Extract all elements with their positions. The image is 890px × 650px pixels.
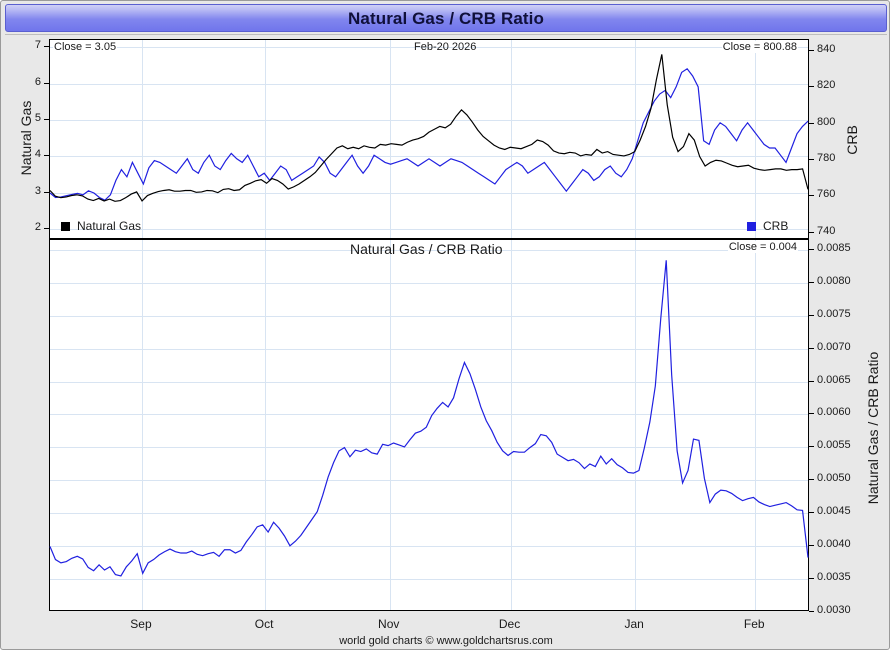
bottom-right-tick: 0.0030 — [817, 604, 851, 616]
top-panel-series — [50, 40, 808, 238]
x-axis-tick-feb: Feb — [724, 617, 784, 631]
top-left-tick: 3 — [13, 185, 41, 197]
chart-window: Natural Gas / CRB Ratio Close = 3.05 Feb… — [0, 0, 890, 650]
bottom-right-tick: 0.0085 — [817, 242, 851, 254]
bottom-right-tick: 0.0065 — [817, 374, 851, 386]
bottom-right-tick: 0.0060 — [817, 406, 851, 418]
bottom-right-tick: 0.0040 — [817, 538, 851, 550]
x-axis-tick-oct: Oct — [234, 617, 294, 631]
footer-credit: world gold charts © www.goldchartsrus.co… — [5, 635, 887, 647]
bottom-panel-series — [50, 240, 808, 610]
top-right-tick: 780 — [817, 152, 835, 164]
legend-crb: CRB — [747, 219, 788, 233]
top-date-label: Feb-20 2026 — [414, 41, 476, 53]
bottom-right-tick: 0.0075 — [817, 308, 851, 320]
window-title: Natural Gas / CRB Ratio — [6, 5, 886, 33]
x-axis-tick-dec: Dec — [480, 617, 540, 631]
legend-swatch-natural-gas — [61, 222, 70, 231]
bottom-right-tick: 0.0045 — [817, 505, 851, 517]
chart-canvas: Close = 3.05 Feb-20 2026 Close = 800.88 … — [5, 34, 887, 647]
bottom-right-tick: 0.0050 — [817, 472, 851, 484]
top-left-tick: 7 — [13, 39, 41, 51]
top-left-tick: 6 — [13, 76, 41, 88]
top-close-left-label: Close = 3.05 — [53, 41, 117, 53]
top-close-right-label: Close = 800.88 — [722, 41, 798, 53]
top-right-tick: 740 — [817, 225, 835, 237]
x-axis-tick-nov: Nov — [359, 617, 419, 631]
legend-swatch-crb — [747, 222, 756, 231]
top-price-panel — [49, 39, 809, 239]
bottom-right-tick: 0.0035 — [817, 571, 851, 583]
top-right-axis-title: CRB — [844, 120, 860, 160]
bottom-ratio-panel — [49, 239, 809, 611]
top-right-tick: 840 — [817, 43, 835, 55]
x-axis-tick-jan: Jan — [604, 617, 664, 631]
top-right-tick: 820 — [817, 79, 835, 91]
bottom-close-label: Close = 0.004 — [728, 241, 798, 253]
top-left-axis-title: Natural Gas — [18, 93, 34, 183]
bottom-right-axis-title: Natural Gas / CRB Ratio — [865, 328, 881, 528]
window-titlebar: Natural Gas / CRB Ratio — [5, 4, 887, 32]
top-right-tick: 800 — [817, 116, 835, 128]
legend-label-natural-gas: Natural Gas — [77, 219, 141, 233]
x-axis-tick-sep: Sep — [111, 617, 171, 631]
bottom-right-tick: 0.0080 — [817, 275, 851, 287]
bottom-right-tick: 0.0055 — [817, 439, 851, 451]
top-right-tick: 760 — [817, 188, 835, 200]
bottom-right-tick: 0.0070 — [817, 341, 851, 353]
legend-label-crb: CRB — [763, 219, 788, 233]
top-left-tick: 2 — [13, 221, 41, 233]
legend-natural-gas: Natural Gas — [61, 219, 141, 233]
bottom-panel-subtitle: Natural Gas / CRB Ratio — [350, 241, 503, 257]
